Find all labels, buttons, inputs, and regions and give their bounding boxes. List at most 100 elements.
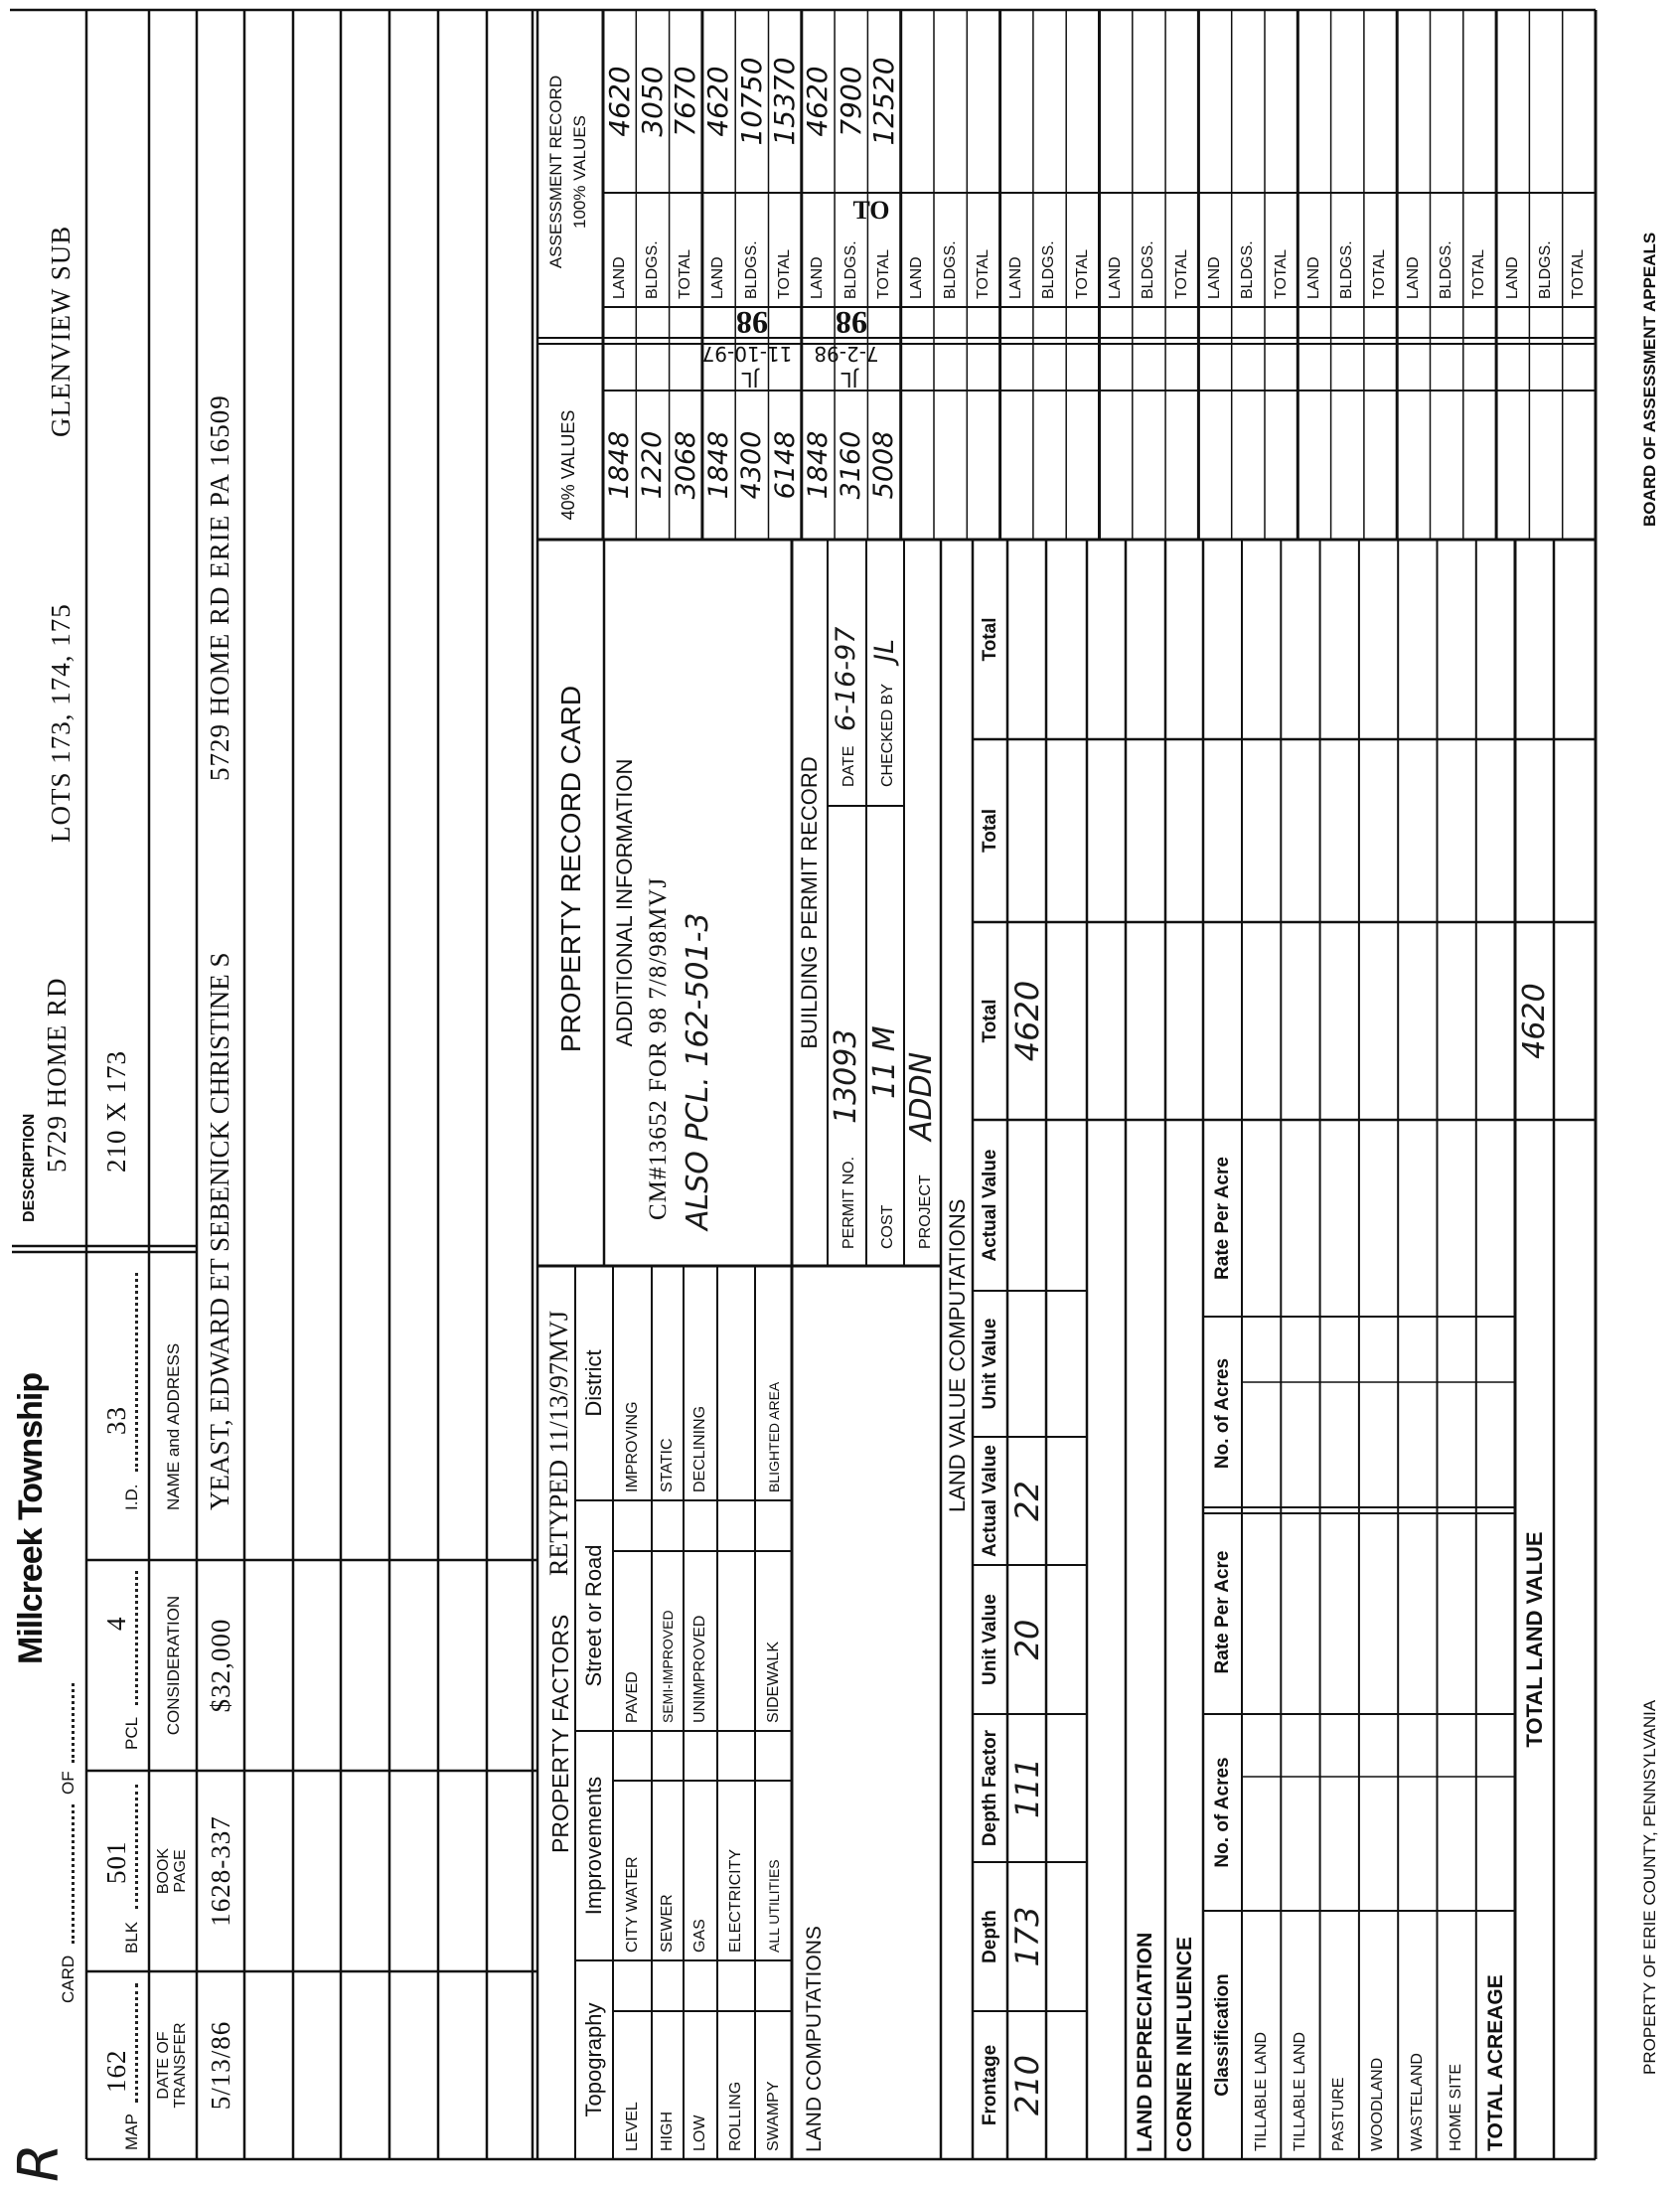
acreage-column-header: Rate Per Acre bbox=[1212, 1550, 1233, 1674]
assessment-row-label: BLDGS. bbox=[1536, 240, 1554, 299]
assessment-row-label: LAND bbox=[1107, 256, 1124, 299]
assessment-40-value: 1848 bbox=[702, 430, 734, 500]
assessment-40-value bbox=[1331, 391, 1364, 540]
land-value-column-header: Actual Value bbox=[980, 1149, 1000, 1262]
assessment-initials: JL bbox=[840, 368, 858, 391]
land-value-cell bbox=[1007, 739, 1046, 922]
assessment-40-value: 1848 bbox=[802, 430, 834, 500]
acreage-column-header: Rate Per Acre bbox=[1212, 1157, 1233, 1280]
property-factor-street: SEMI-IMPROVED bbox=[660, 1610, 676, 1723]
assessment-40-value bbox=[1298, 391, 1330, 540]
acreage-column-header: No. of Acres bbox=[1212, 1757, 1233, 1868]
assessment-row-label: LAND bbox=[709, 256, 727, 299]
property-factors-column-header: Improvements bbox=[581, 1776, 606, 1916]
land-value-column-header: Total bbox=[980, 809, 1000, 853]
card-of-label: OF bbox=[59, 1771, 77, 1795]
card-number-dots bbox=[72, 1804, 75, 1944]
land-value-cell: 173 bbox=[1007, 1906, 1046, 1967]
assessment-40-value bbox=[1198, 391, 1231, 540]
assessment-row-label: BLDGS. bbox=[1140, 240, 1157, 299]
cost-label: COST bbox=[879, 1204, 896, 1249]
assessment-row-label: TOTAL bbox=[1073, 248, 1091, 299]
assessment-row-label: BLDGS. bbox=[841, 240, 859, 299]
assessment-40-value bbox=[1529, 391, 1562, 540]
acreage-row-label: HOME SITE bbox=[1448, 2063, 1464, 2151]
assessment-row-label: LAND bbox=[1503, 256, 1521, 299]
assessment-40-value: 3160 bbox=[836, 430, 867, 500]
consideration-value: $32,000 bbox=[205, 1618, 235, 1713]
assessment-row-label: LAND bbox=[1205, 256, 1223, 299]
blk-dots bbox=[135, 1785, 138, 1909]
assessment-record-subtitle: 100% VALUES bbox=[569, 114, 589, 230]
id-value: 33 bbox=[101, 1406, 131, 1435]
assessment-year-stamp: 98 bbox=[735, 305, 768, 341]
assessment-100-value bbox=[1463, 10, 1496, 193]
property-factors-column-header: Topography bbox=[581, 2002, 606, 2117]
property-factors-title: PROPERTY FACTORS bbox=[547, 1614, 573, 1853]
header-line: PAGE bbox=[172, 1849, 189, 1893]
forty-percent-title: 40% VALUES bbox=[558, 409, 578, 521]
assessment-100-value bbox=[1364, 10, 1397, 193]
owner-address: 5729 HOME RD ERIE PA 16509 bbox=[205, 394, 234, 781]
land-value-cell: 20 bbox=[1007, 1619, 1046, 1660]
assessment-row-label: LAND bbox=[1007, 256, 1025, 299]
land-value-title: LAND VALUE COMPUTATIONS bbox=[945, 1198, 970, 1512]
assessment-40-value: 4300 bbox=[736, 430, 768, 500]
assessment-40-value bbox=[1563, 391, 1596, 540]
assessment-40-value bbox=[934, 391, 967, 540]
land-value-cell bbox=[1007, 1120, 1046, 1291]
assessment-40-value bbox=[1133, 391, 1165, 540]
assessment-row-label: BLDGS. bbox=[643, 240, 661, 299]
assessment-100-value bbox=[1100, 10, 1133, 193]
book-page-header: BOOK PAGE bbox=[155, 1771, 189, 1971]
land-value-column-header: Unit Value bbox=[980, 1594, 1000, 1685]
land-value-cell bbox=[1007, 540, 1046, 739]
footer-county: PROPERTY OF ERIE COUNTY, PENNSYLVANIA bbox=[1640, 1699, 1659, 2075]
card-label: CARD bbox=[59, 1955, 77, 2003]
land-value-column-header: Unit Value bbox=[980, 1318, 1000, 1410]
acreage-column-header: Classification bbox=[1212, 1973, 1233, 2097]
assessment-100-value bbox=[967, 10, 999, 193]
assessment-row-label: BLDGS. bbox=[941, 240, 959, 299]
corner-influence-label: CORNER INFLUENCE bbox=[1173, 1936, 1196, 2152]
property-factor-topography: ROLLING bbox=[727, 2081, 744, 2151]
property-factor-district: IMPROVING bbox=[623, 1401, 641, 1492]
description-label: DESCRIPTION bbox=[21, 1113, 38, 1222]
book-page-value: 1628-337 bbox=[205, 1815, 235, 1927]
assessment-change-date: 11-10-97 bbox=[701, 342, 793, 366]
assessment-40-value bbox=[1463, 391, 1496, 540]
assessment-40-value: 3068 bbox=[670, 430, 701, 500]
property-factor-topography: LOW bbox=[691, 2114, 708, 2151]
header-line: BOOK bbox=[155, 1847, 172, 1895]
assessment-row-label: LAND bbox=[908, 256, 926, 299]
assessment-100-value bbox=[1298, 10, 1330, 193]
description-lots: LOTS 173, 174, 175 bbox=[46, 603, 76, 843]
acreage-row-label: TILLABLE LAND bbox=[1252, 2031, 1270, 2151]
assessment-100-value: 7900 bbox=[834, 66, 867, 137]
assessment-100-value: 4620 bbox=[801, 66, 835, 137]
date-of-transfer-header: DATE OF TRANSFER bbox=[155, 1971, 189, 2159]
land-value-cell: 4620 bbox=[1007, 980, 1046, 1062]
property-factor-improvements: ELECTRICITY bbox=[727, 1848, 744, 1953]
assessment-100-value bbox=[1066, 10, 1099, 193]
land-value-column-header: Total bbox=[980, 617, 1000, 662]
retyped-note: RETYPED 11/13/97MVJ bbox=[544, 1311, 573, 1576]
property-factor-district: DECLINING bbox=[691, 1405, 708, 1492]
id-dots bbox=[135, 1273, 138, 1472]
assessment-40-value bbox=[1232, 391, 1265, 540]
assessment-row-label: BLDGS. bbox=[1338, 240, 1356, 299]
total-land-value: 4620 bbox=[1516, 983, 1552, 1059]
assessment-100-value: 10750 bbox=[734, 57, 768, 146]
property-factor-topography: SWAMPY bbox=[764, 2081, 782, 2151]
acreage-row-label: WOODLAND bbox=[1369, 2057, 1387, 2151]
property-factor-improvements: GAS bbox=[691, 1919, 708, 1953]
acreage-column-header: No. of Acres bbox=[1212, 1357, 1233, 1470]
card-total-dots bbox=[72, 1683, 75, 1763]
assessment-row-label: LAND bbox=[809, 256, 827, 299]
map-label: MAP bbox=[122, 2114, 141, 2150]
checked-by-value: JL bbox=[869, 638, 900, 662]
property-factor-street: UNIMPROVED bbox=[691, 1615, 708, 1723]
checked-by-label: CHECKED BY bbox=[879, 683, 896, 787]
